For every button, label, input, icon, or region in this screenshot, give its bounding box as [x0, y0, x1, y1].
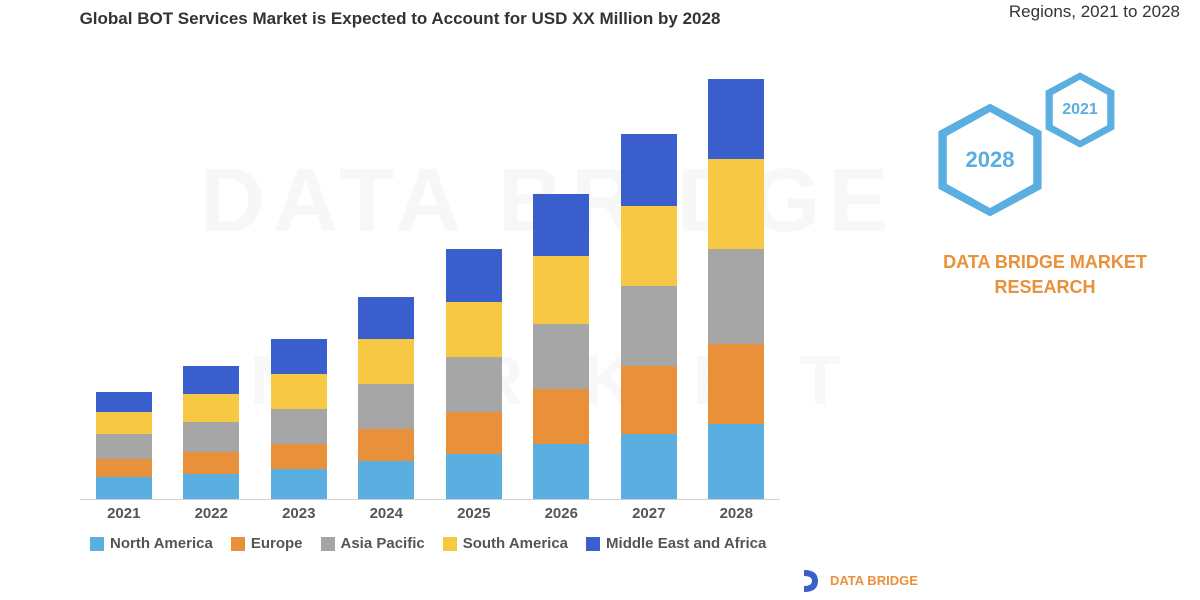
x-label-2023: 2023	[271, 505, 327, 522]
legend-swatch	[90, 537, 104, 551]
seg-2021-asia-pacific	[96, 434, 152, 459]
brand-line2: RESEARCH	[994, 277, 1095, 297]
bar-2025	[446, 249, 502, 499]
x-axis-labels: 2021 2022 2023 2024 2025 2026 2027 2028	[80, 505, 780, 522]
x-label-2027: 2027	[621, 505, 677, 522]
hex-2028: 2028	[930, 100, 1050, 220]
seg-2028-asia-pacific	[708, 249, 764, 344]
legend-label: Middle East and Africa	[606, 535, 766, 552]
seg-2024-europe	[358, 429, 414, 461]
x-label-2025: 2025	[446, 505, 502, 522]
seg-2026-middle-east-and-africa	[533, 194, 589, 256]
seg-2023-south-america	[271, 374, 327, 409]
x-label-2024: 2024	[358, 505, 414, 522]
bar-2023	[271, 339, 327, 499]
bar-2022	[183, 366, 239, 499]
seg-2028-europe	[708, 344, 764, 424]
brand-line1: DATA BRIDGE MARKET	[943, 252, 1147, 272]
x-label-2028: 2028	[708, 505, 764, 522]
seg-2023-europe	[271, 444, 327, 469]
chart-title: Global BOT Services Market is Expected t…	[50, 8, 750, 30]
seg-2027-asia-pacific	[621, 286, 677, 366]
seg-2025-south-america	[446, 302, 502, 357]
seg-2022-north-america	[183, 474, 239, 499]
legend-label: South America	[463, 535, 568, 552]
seg-2024-middle-east-and-africa	[358, 297, 414, 339]
x-label-2021: 2021	[96, 505, 152, 522]
legend-item-south-america: South America	[443, 535, 568, 552]
seg-2028-north-america	[708, 424, 764, 499]
seg-2021-north-america	[96, 477, 152, 499]
brand-text: DATA BRIDGE MARKET RESEARCH	[930, 250, 1160, 300]
x-label-2026: 2026	[533, 505, 589, 522]
legend-label: Europe	[251, 535, 303, 552]
seg-2027-europe	[621, 366, 677, 434]
seg-2027-north-america	[621, 434, 677, 499]
bar-container	[80, 70, 780, 499]
legend-item-asia-pacific: Asia Pacific	[321, 535, 425, 552]
seg-2025-middle-east-and-africa	[446, 249, 502, 302]
seg-2024-asia-pacific	[358, 384, 414, 429]
legend-swatch	[321, 537, 335, 551]
bar-2027	[621, 134, 677, 499]
legend-swatch	[443, 537, 457, 551]
seg-2023-north-america	[271, 469, 327, 499]
logo-icon	[800, 568, 822, 594]
bar-2028	[708, 79, 764, 499]
seg-2025-europe	[446, 412, 502, 454]
seg-2026-north-america	[533, 444, 589, 499]
seg-2023-middle-east-and-africa	[271, 339, 327, 374]
seg-2026-asia-pacific	[533, 324, 589, 389]
bar-2026	[533, 194, 589, 499]
legend-swatch	[586, 537, 600, 551]
seg-2025-north-america	[446, 454, 502, 499]
legend-label: Asia Pacific	[341, 535, 425, 552]
hex-big-label: 2028	[966, 147, 1015, 173]
top-right-subtitle: Regions, 2021 to 2028	[1009, 2, 1180, 22]
legend: North America Europe Asia Pacific South Ame…	[90, 535, 766, 552]
seg-2021-middle-east-and-africa	[96, 392, 152, 412]
seg-2027-middle-east-and-africa	[621, 134, 677, 206]
seg-2022-europe	[183, 452, 239, 474]
chart-plot-area	[80, 70, 780, 500]
bar-2024	[358, 297, 414, 499]
seg-2021-south-america	[96, 412, 152, 434]
seg-2022-south-america	[183, 394, 239, 422]
seg-2022-asia-pacific	[183, 422, 239, 452]
x-label-2022: 2022	[183, 505, 239, 522]
seg-2028-middle-east-and-africa	[708, 79, 764, 159]
legend-swatch	[231, 537, 245, 551]
legend-item-europe: Europe	[231, 535, 303, 552]
seg-2026-south-america	[533, 256, 589, 324]
seg-2022-middle-east-and-africa	[183, 366, 239, 394]
seg-2027-south-america	[621, 206, 677, 286]
legend-item-north-america: North America	[90, 535, 213, 552]
seg-2021-europe	[96, 459, 152, 477]
footer-logo: DATA BRIDGE	[800, 568, 918, 594]
seg-2026-europe	[533, 389, 589, 444]
seg-2024-south-america	[358, 339, 414, 384]
seg-2024-north-america	[358, 461, 414, 499]
legend-item-middle-east-and-africa: Middle East and Africa	[586, 535, 766, 552]
hex-2021: 2021	[1040, 70, 1120, 150]
legend-label: North America	[110, 535, 213, 552]
hex-small-label: 2021	[1062, 101, 1098, 119]
hex-badges: 2028 2021	[930, 70, 1160, 230]
seg-2025-asia-pacific	[446, 357, 502, 412]
seg-2028-south-america	[708, 159, 764, 249]
footer-logo-text: DATA BRIDGE	[830, 574, 918, 588]
seg-2023-asia-pacific	[271, 409, 327, 444]
bar-2021	[96, 392, 152, 499]
